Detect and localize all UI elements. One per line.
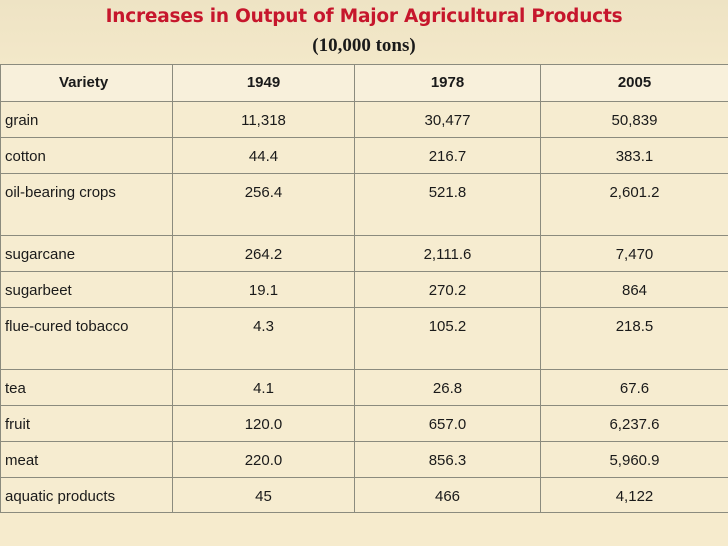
cell-2005: 67.6 <box>540 369 728 406</box>
cell-2005: 2,601.2 <box>540 173 728 236</box>
cell-1949: 4.1 <box>172 369 355 406</box>
cell-variety: cotton <box>0 137 173 174</box>
table-row: aquatic products 45 466 4,122 <box>0 477 728 513</box>
table-row: fruit 120.0 657.0 6,237.6 <box>0 405 728 442</box>
cell-1978: 856.3 <box>354 441 541 478</box>
header-1978: 1978 <box>354 64 541 102</box>
cell-2005: 6,237.6 <box>540 405 728 442</box>
cell-variety: tea <box>0 369 173 406</box>
cell-2005: 50,839 <box>540 101 728 138</box>
cell-variety: meat <box>0 441 173 478</box>
cell-1949: 120.0 <box>172 405 355 442</box>
cell-1949: 45 <box>172 477 355 513</box>
cell-1949: 19.1 <box>172 271 355 308</box>
cell-1949: 11,318 <box>172 101 355 138</box>
cell-1978: 2,111.6 <box>354 235 541 272</box>
cell-2005: 7,470 <box>540 235 728 272</box>
cell-1949: 220.0 <box>172 441 355 478</box>
cell-variety: sugarcane <box>0 235 173 272</box>
table-row: meat 220.0 856.3 5,960.9 <box>0 441 728 478</box>
cell-1978: 216.7 <box>354 137 541 174</box>
cell-1978: 270.2 <box>354 271 541 308</box>
cell-2005: 218.5 <box>540 307 728 370</box>
cell-1978: 466 <box>354 477 541 513</box>
page-subtitle: (10,000 tons) <box>312 35 416 56</box>
header-variety: Variety <box>0 64 173 102</box>
table-row: sugarbeet 19.1 270.2 864 <box>0 271 728 308</box>
table-row: cotton 44.4 216.7 383.1 <box>0 137 728 174</box>
cell-1949: 264.2 <box>172 235 355 272</box>
cell-variety: aquatic products <box>0 477 173 513</box>
cell-variety: sugarbeet <box>0 271 173 308</box>
table-row: sugarcane 264.2 2,111.6 7,470 <box>0 235 728 272</box>
cell-variety: grain <box>0 101 173 138</box>
table-row: flue-cured tobacco 4.3 105.2 218.5 <box>0 307 728 370</box>
cell-1978: 521.8 <box>354 173 541 236</box>
cell-2005: 4,122 <box>540 477 728 513</box>
title-area: Increases in Output of Major Agricultura… <box>0 0 728 64</box>
table-row: tea 4.1 26.8 67.6 <box>0 369 728 406</box>
cell-variety: flue-cured tobacco <box>0 307 173 370</box>
output-table: Variety 1949 1978 2005 grain 11,318 30,4… <box>0 64 728 513</box>
table-row: grain 11,318 30,477 50,839 <box>0 101 728 138</box>
cell-1978: 105.2 <box>354 307 541 370</box>
cell-1978: 30,477 <box>354 101 541 138</box>
header-1949: 1949 <box>172 64 355 102</box>
table-header-row: Variety 1949 1978 2005 <box>0 64 728 102</box>
cell-1949: 256.4 <box>172 173 355 236</box>
page-title: Increases in Output of Major Agricultura… <box>105 6 623 27</box>
cell-variety: oil-bearing crops <box>0 173 173 236</box>
cell-1978: 26.8 <box>354 369 541 406</box>
header-2005: 2005 <box>540 64 728 102</box>
cell-2005: 864 <box>540 271 728 308</box>
cell-1978: 657.0 <box>354 405 541 442</box>
table-row: oil-bearing crops 256.4 521.8 2,601.2 <box>0 173 728 236</box>
cell-2005: 383.1 <box>540 137 728 174</box>
cell-1949: 4.3 <box>172 307 355 370</box>
cell-1949: 44.4 <box>172 137 355 174</box>
cell-2005: 5,960.9 <box>540 441 728 478</box>
cell-variety: fruit <box>0 405 173 442</box>
